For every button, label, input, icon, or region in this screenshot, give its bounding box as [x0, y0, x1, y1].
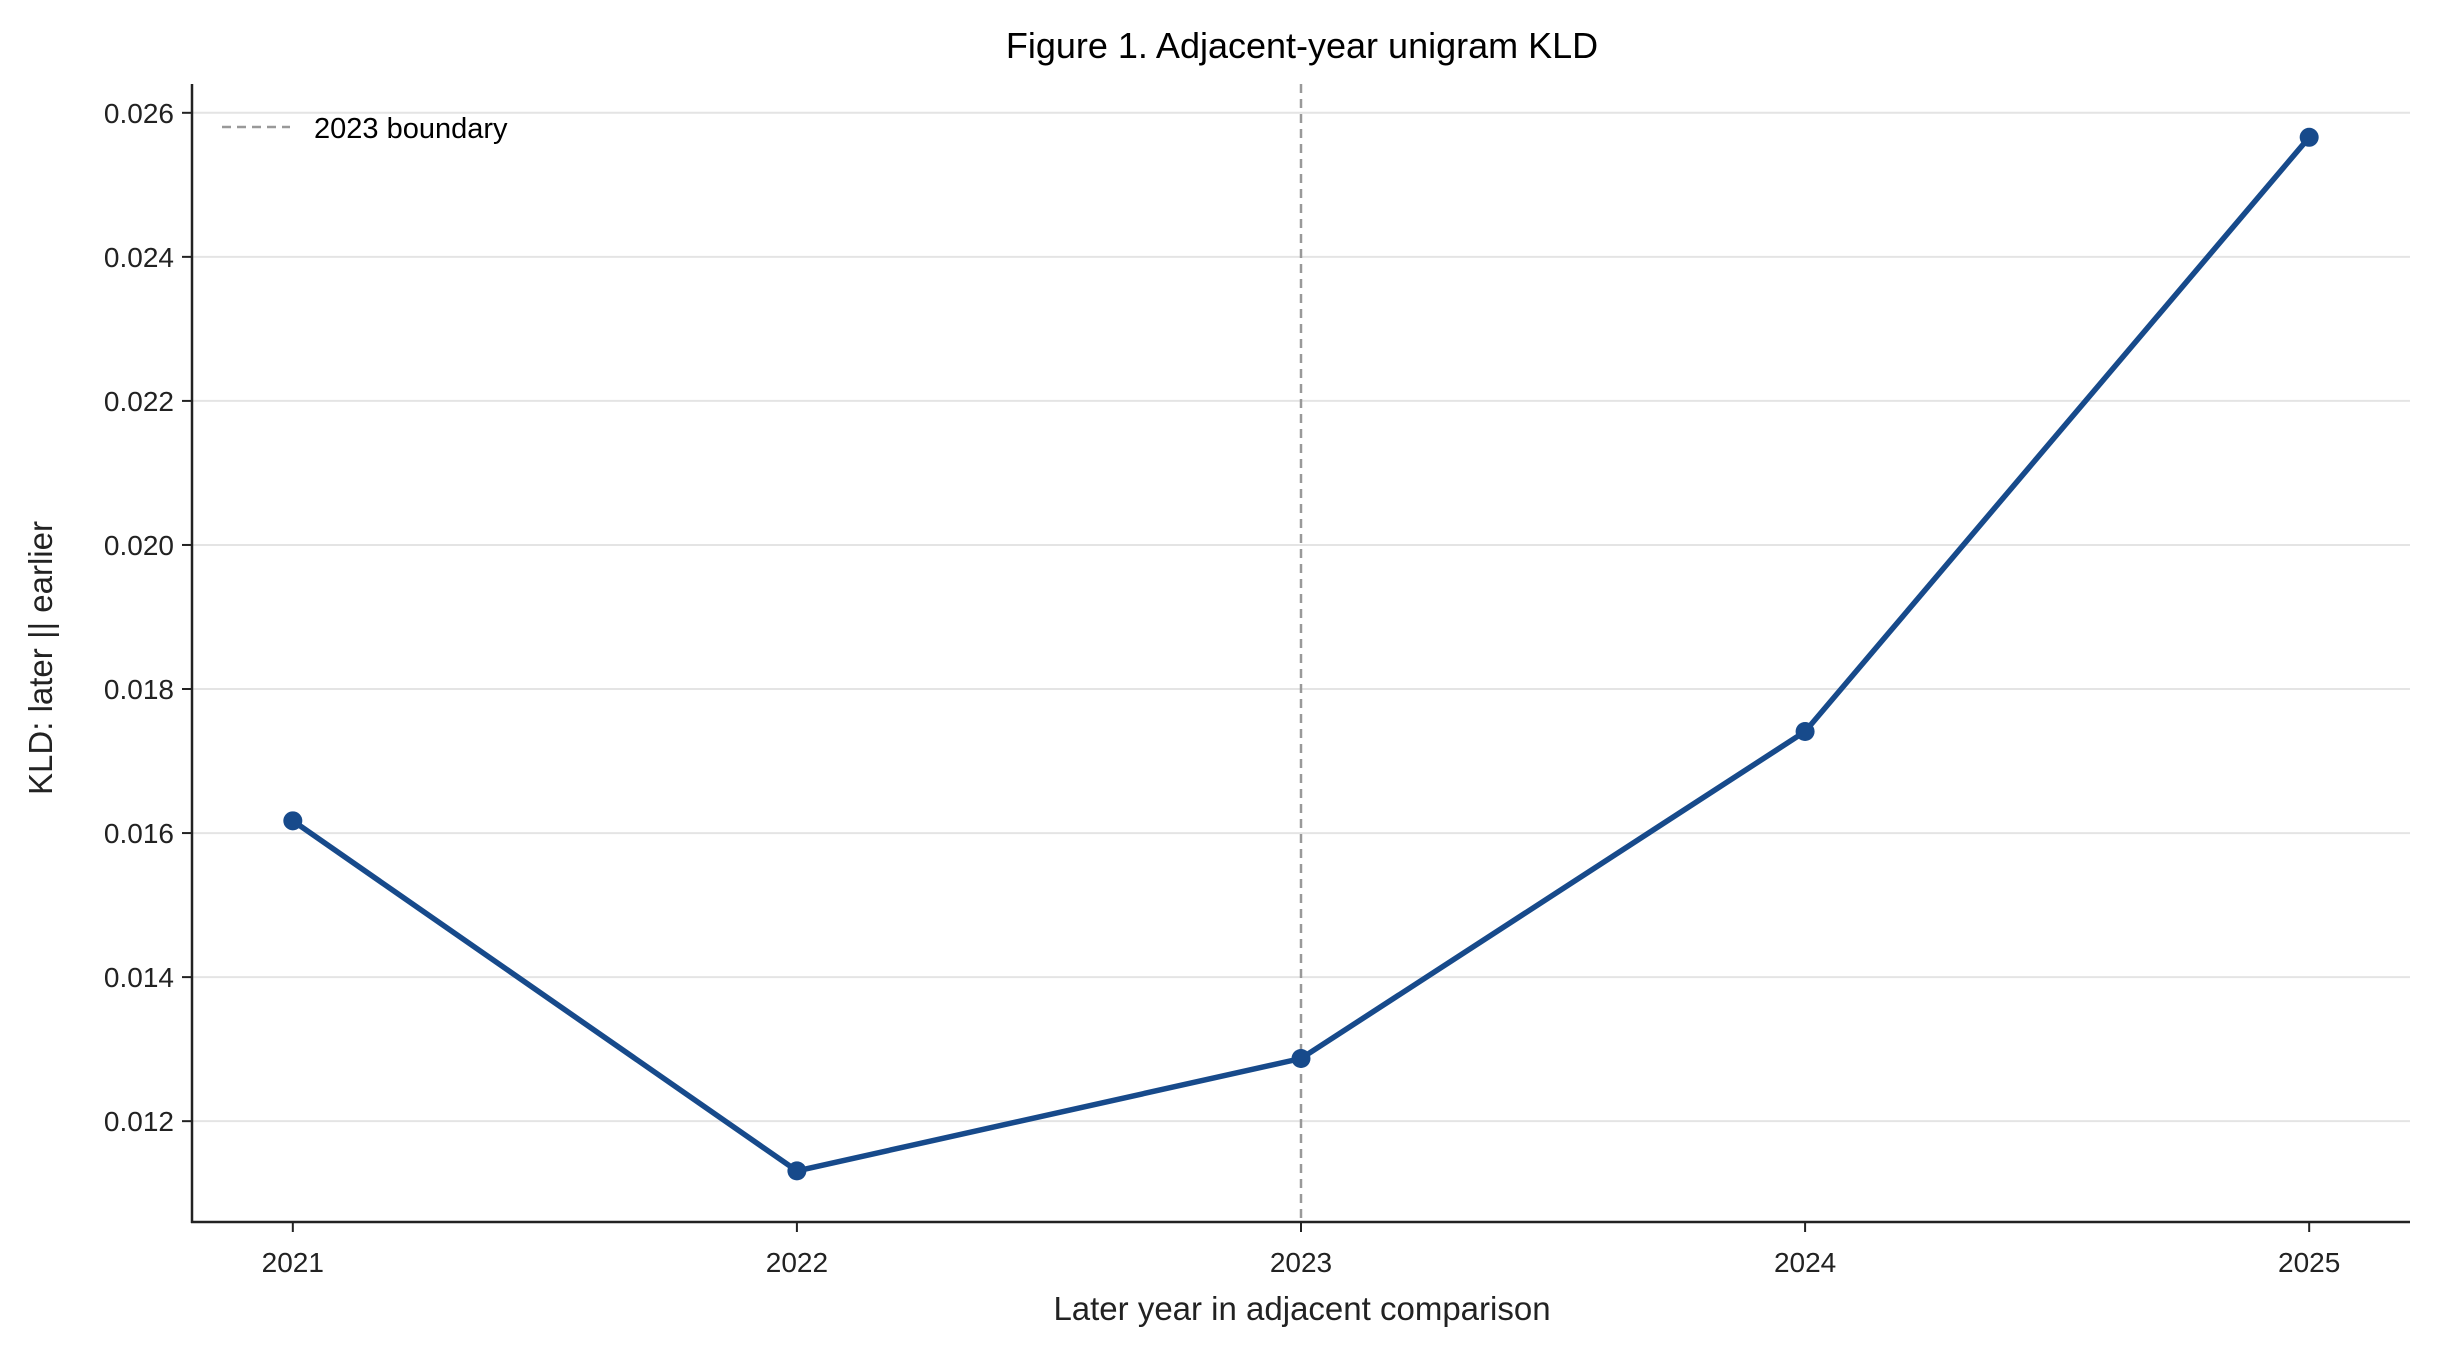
x-tick-label: 2025: [2278, 1247, 2340, 1278]
y-tick-label: 0.022: [104, 386, 174, 417]
tick-labels: 0.012 0.014 0.016 0.018 0.020 0.022 0.024 0.026…: [104, 98, 2340, 1278]
data-point-2021: [283, 811, 303, 831]
y-axis-label: KLD: later || earlier: [22, 521, 59, 795]
y-tick-label: 0.026: [104, 98, 174, 129]
y-tick-label: 0.020: [104, 530, 174, 561]
y-tick-label: 0.016: [104, 818, 174, 849]
legend: 2023 boundary: [222, 113, 508, 145]
y-tick-label: 0.012: [104, 1106, 174, 1137]
x-axis-label: Later year in adjacent comparison: [1053, 1290, 1550, 1327]
y-tick-label: 0.024: [104, 242, 174, 273]
x-tick-label: 2022: [766, 1247, 828, 1278]
x-tick-label: 2024: [1774, 1247, 1836, 1278]
data-point-2023: [1291, 1049, 1311, 1069]
data-point-2025: [2299, 127, 2319, 147]
y-tick-label: 0.014: [104, 962, 174, 993]
x-tick-label: 2021: [262, 1247, 324, 1278]
x-tick-label: 2023: [1270, 1247, 1332, 1278]
chart-title: Figure 1. Adjacent-year unigram KLD: [1006, 25, 1598, 66]
y-tick-label: 0.018: [104, 674, 174, 705]
series-group: [283, 127, 2319, 1181]
legend-label: 2023 boundary: [314, 113, 508, 145]
data-point-2024: [1795, 722, 1815, 742]
axes: [182, 84, 2410, 1232]
data-point-2022: [787, 1161, 807, 1181]
